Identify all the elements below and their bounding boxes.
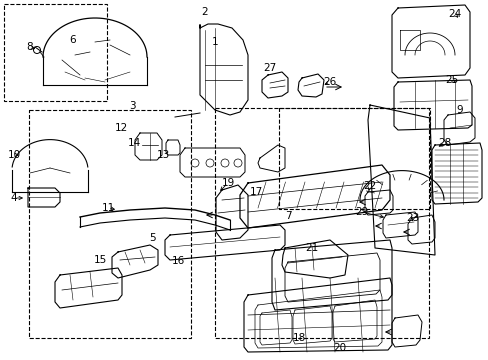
Bar bbox=[4, 4, 106, 101]
Text: 8: 8 bbox=[27, 42, 33, 52]
Text: 3: 3 bbox=[128, 101, 135, 111]
Text: 16: 16 bbox=[171, 256, 184, 266]
Text: 29: 29 bbox=[355, 207, 368, 217]
Text: 21: 21 bbox=[305, 243, 318, 253]
Text: 26: 26 bbox=[323, 77, 336, 87]
Text: 15: 15 bbox=[93, 255, 106, 265]
Bar bbox=[215, 108, 428, 338]
Text: 9: 9 bbox=[456, 105, 462, 115]
Text: 2: 2 bbox=[201, 7, 208, 17]
Text: 24: 24 bbox=[447, 9, 461, 19]
Text: 20: 20 bbox=[333, 343, 346, 353]
Text: 6: 6 bbox=[70, 35, 76, 45]
Text: 27: 27 bbox=[263, 63, 276, 73]
Text: 5: 5 bbox=[148, 233, 155, 243]
Text: 12: 12 bbox=[114, 123, 127, 133]
Text: 18: 18 bbox=[292, 333, 305, 343]
Text: 14: 14 bbox=[127, 138, 141, 148]
Text: 1: 1 bbox=[211, 37, 218, 47]
Text: 7: 7 bbox=[284, 211, 291, 221]
Text: 17: 17 bbox=[249, 187, 262, 197]
Text: 22: 22 bbox=[363, 181, 376, 191]
Text: 4: 4 bbox=[11, 193, 17, 203]
Text: 23: 23 bbox=[406, 213, 419, 223]
Text: 19: 19 bbox=[221, 178, 234, 188]
Text: 10: 10 bbox=[7, 150, 20, 160]
Text: 13: 13 bbox=[156, 150, 169, 160]
Text: 28: 28 bbox=[437, 138, 451, 148]
Text: 25: 25 bbox=[445, 75, 458, 85]
Text: 11: 11 bbox=[101, 203, 114, 213]
Bar bbox=[29, 110, 190, 338]
